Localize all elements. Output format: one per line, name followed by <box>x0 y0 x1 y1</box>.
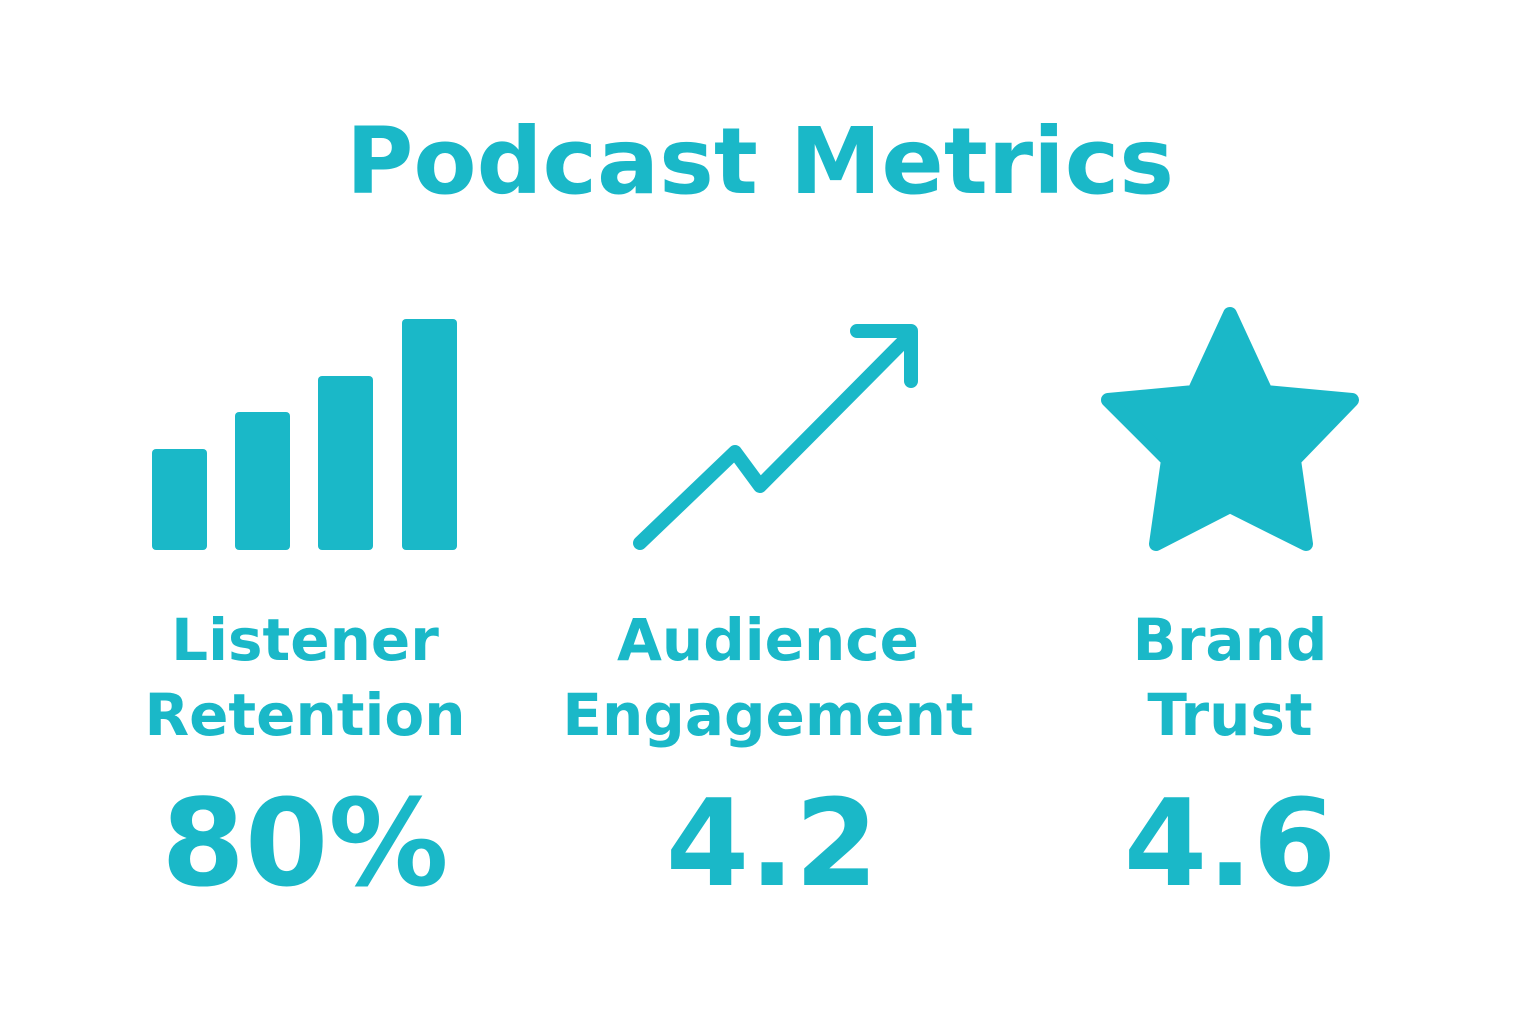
trend-line <box>633 333 912 550</box>
metric-label: Retention <box>144 681 465 749</box>
trend-icon <box>633 324 918 550</box>
metric-label: Listener <box>171 606 439 674</box>
icon-bar <box>152 449 207 550</box>
metric-label: Trust <box>1147 681 1312 749</box>
metric-value: 4.2 <box>666 775 879 914</box>
metric-value: 80% <box>161 775 448 914</box>
bar-chart-icon <box>152 319 457 550</box>
arrow-head <box>850 324 918 388</box>
metric-label: Audience <box>617 606 919 674</box>
icon-bar <box>318 376 373 550</box>
title: Podcast Metrics <box>346 108 1174 215</box>
star-icon <box>1101 307 1359 551</box>
metric-label: Brand <box>1133 606 1328 674</box>
icon-bar <box>402 319 457 550</box>
metric-value: 4.6 <box>1124 775 1337 914</box>
icon-bar <box>235 412 290 550</box>
metric-label: Engagement <box>562 681 973 749</box>
